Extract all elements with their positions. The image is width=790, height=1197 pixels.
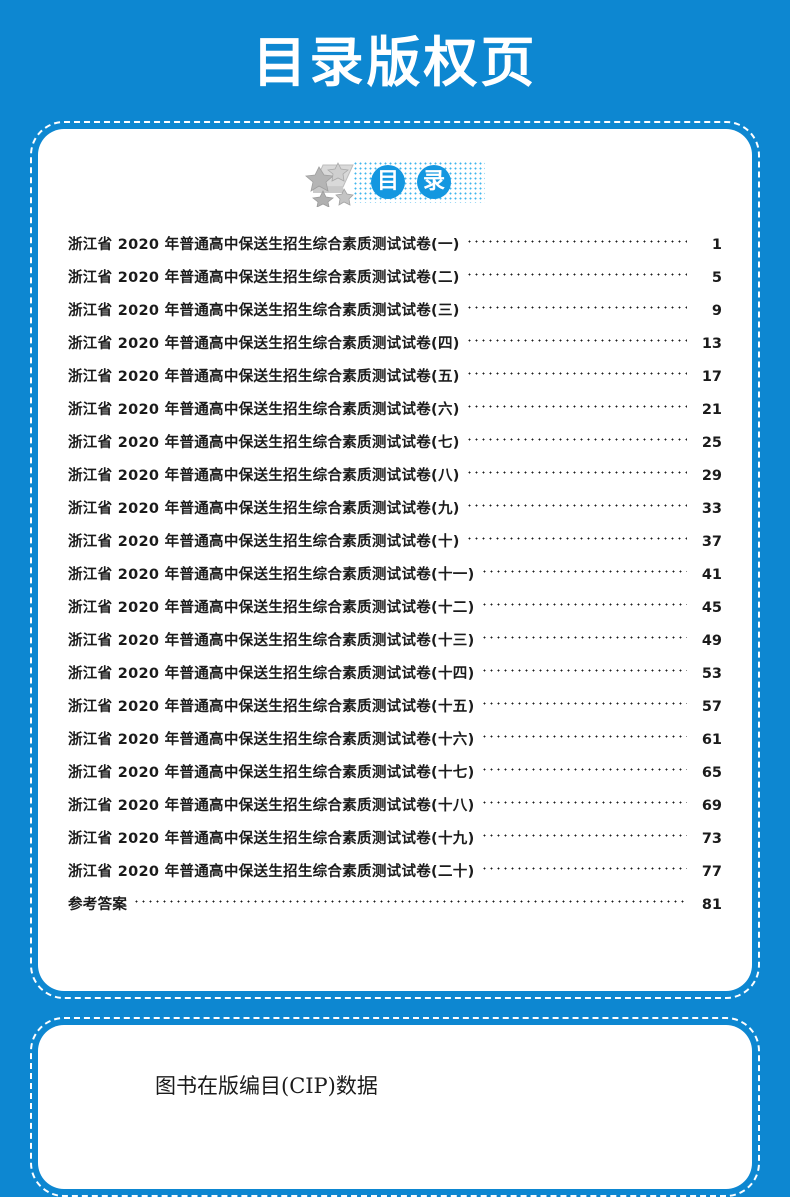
toc-entry[interactable]: 浙江省 2020 年普通高中保送生招生综合素质测试试卷(二) 5 xyxy=(68,265,722,299)
toc-page-number: 73 xyxy=(701,831,722,847)
toc-entry-title: 浙江省 2020 年普通高中保送生招生综合素质测试试卷(一) xyxy=(68,237,460,253)
toc-leader-dots xyxy=(465,298,687,312)
toc-dashed-frame xyxy=(30,121,760,999)
toc-entry-title: 浙江省 2020 年普通高中保送生招生综合素质测试试卷(十三) xyxy=(68,633,475,649)
toc-page-number: 69 xyxy=(701,798,722,814)
toc-entry[interactable]: 浙江省 2020 年普通高中保送生招生综合素质测试试卷(五) 17 xyxy=(68,364,722,398)
toc-entry-title: 浙江省 2020 年普通高中保送生招生综合素质测试试卷(十七) xyxy=(68,765,475,781)
toc-leader-dots xyxy=(480,595,687,609)
toc-page-number: 21 xyxy=(701,402,722,418)
toc-page-number: 53 xyxy=(701,666,722,682)
toc-entry[interactable]: 浙江省 2020 年普通高中保送生招生综合素质测试试卷(二十) 77 xyxy=(68,859,722,893)
toc-leader-dots xyxy=(465,496,687,510)
toc-leader-dots xyxy=(480,562,687,576)
toc-heading-char-mu: 目 xyxy=(371,165,405,199)
toc-entry[interactable]: 浙江省 2020 年普通高中保送生招生综合素质测试试卷(九) 33 xyxy=(68,496,722,530)
toc-entry[interactable]: 浙江省 2020 年普通高中保送生招生综合素质测试试卷(八) 29 xyxy=(68,463,722,497)
toc-entry[interactable]: 浙江省 2020 年普通高中保送生招生综合素质测试试卷(三) 9 xyxy=(68,298,722,332)
toc-entry[interactable]: 浙江省 2020 年普通高中保送生招生综合素质测试试卷(十六) 61 xyxy=(68,727,722,761)
toc-page-number: 61 xyxy=(701,732,722,748)
toc-leader-dots xyxy=(480,793,687,807)
toc-entry[interactable]: 浙江省 2020 年普通高中保送生招生综合素质测试试卷(十) 37 xyxy=(68,529,722,563)
book-stars-icon xyxy=(305,162,354,207)
toc-entry-title: 浙江省 2020 年普通高中保送生招生综合素质测试试卷(九) xyxy=(68,501,460,517)
toc-heading: 目 录 xyxy=(38,157,752,213)
toc-page-number: 45 xyxy=(701,600,722,616)
toc-entry[interactable]: 浙江省 2020 年普通高中保送生招生综合素质测试试卷(十一) 41 xyxy=(68,562,722,596)
toc-entry-title: 浙江省 2020 年普通高中保送生招生综合素质测试试卷(十六) xyxy=(68,732,475,748)
toc-page-number: 29 xyxy=(701,468,722,484)
toc-entry[interactable]: 浙江省 2020 年普通高中保送生招生综合素质测试试卷(十八) 69 xyxy=(68,793,722,827)
toc-card: 目 录 浙江省 2020 年普通高中保送生招生综合素质测试试卷(一) 1 浙江省 2… xyxy=(38,129,752,991)
toc-page-number: 65 xyxy=(701,765,722,781)
toc-page-number: 17 xyxy=(701,369,722,385)
toc-entry[interactable]: 参考答案 81 xyxy=(68,892,722,926)
toc-leader-dots xyxy=(480,727,687,741)
toc-entry-title: 参考答案 xyxy=(68,897,128,913)
toc-entry[interactable]: 浙江省 2020 年普通高中保送生招生综合素质测试试卷(十四) 53 xyxy=(68,661,722,695)
page-title: 目录版权页 xyxy=(252,31,538,94)
toc-leader-dots xyxy=(465,463,687,477)
toc-entry-title: 浙江省 2020 年普通高中保送生招生综合素质测试试卷(十一) xyxy=(68,567,475,583)
toc-entry-title: 浙江省 2020 年普通高中保送生招生综合素质测试试卷(七) xyxy=(68,435,460,451)
toc-leader-dots xyxy=(480,859,687,873)
toc-leader-dots xyxy=(480,760,687,774)
toc-entry-title: 浙江省 2020 年普通高中保送生招生综合素质测试试卷(四) xyxy=(68,336,460,352)
toc-entry-title: 浙江省 2020 年普通高中保送生招生综合素质测试试卷(十五) xyxy=(68,699,475,715)
toc-page-number: 5 xyxy=(711,270,722,286)
toc-heading-char-lu: 录 xyxy=(417,165,451,199)
toc-entry[interactable]: 浙江省 2020 年普通高中保送生招生综合素质测试试卷(十三) 49 xyxy=(68,628,722,662)
toc-leader-dots xyxy=(465,397,687,411)
toc-leader-dots xyxy=(465,232,687,246)
toc-page-number: 77 xyxy=(701,864,722,880)
toc-entry[interactable]: 浙江省 2020 年普通高中保送生招生综合素质测试试卷(一) 1 xyxy=(68,232,722,266)
toc-entry[interactable]: 浙江省 2020 年普通高中保送生招生综合素质测试试卷(十七) 65 xyxy=(68,760,722,794)
toc-entry[interactable]: 浙江省 2020 年普通高中保送生招生综合素质测试试卷(四) 13 xyxy=(68,331,722,365)
toc-page-number: 37 xyxy=(701,534,722,550)
toc-page-number: 13 xyxy=(701,336,722,352)
toc-leader-dots xyxy=(480,628,687,642)
toc-page-number: 49 xyxy=(701,633,722,649)
toc-page-number: 25 xyxy=(701,435,722,451)
toc-page-number: 33 xyxy=(701,501,722,517)
toc-entry-title: 浙江省 2020 年普通高中保送生招生综合素质测试试卷(十四) xyxy=(68,666,475,682)
toc-leader-dots xyxy=(465,529,687,543)
toc-entry[interactable]: 浙江省 2020 年普通高中保送生招生综合素质测试试卷(十二) 45 xyxy=(68,595,722,629)
toc-entry-title: 浙江省 2020 年普通高中保送生招生综合素质测试试卷(三) xyxy=(68,303,460,319)
toc-page-number: 81 xyxy=(701,897,722,913)
cip-data-title: 图书在版编目(CIP)数据 xyxy=(155,1074,378,1098)
toc-leader-dots xyxy=(480,694,687,708)
toc-entry[interactable]: 浙江省 2020 年普通高中保送生招生综合素质测试试卷(十九) 73 xyxy=(68,826,722,860)
toc-page-number: 41 xyxy=(701,567,722,583)
toc-entry-title: 浙江省 2020 年普通高中保送生招生综合素质测试试卷(十二) xyxy=(68,600,475,616)
toc-leader-dots xyxy=(480,826,687,840)
toc-entry-title: 浙江省 2020 年普通高中保送生招生综合素质测试试卷(十八) xyxy=(68,798,475,814)
toc-leader-dots xyxy=(465,265,687,279)
toc-entry[interactable]: 浙江省 2020 年普通高中保送生招生综合素质测试试卷(十五) 57 xyxy=(68,694,722,728)
toc-page-number: 1 xyxy=(711,237,722,253)
toc-page-number: 57 xyxy=(701,699,722,715)
toc-entry-title: 浙江省 2020 年普通高中保送生招生综合素质测试试卷(二十) xyxy=(68,864,475,880)
toc-entry-title: 浙江省 2020 年普通高中保送生招生综合素质测试试卷(六) xyxy=(68,402,460,418)
toc-leader-dots xyxy=(480,661,687,675)
copyright-card: 图书在版编目(CIP)数据 xyxy=(38,1025,752,1189)
toc-leader-dots xyxy=(465,331,687,345)
toc-page-number: 9 xyxy=(711,303,722,319)
toc-entry-title: 浙江省 2020 年普通高中保送生招生综合素质测试试卷(十九) xyxy=(68,831,475,847)
toc-entry[interactable]: 浙江省 2020 年普通高中保送生招生综合素质测试试卷(七) 25 xyxy=(68,430,722,464)
toc-entry-title: 浙江省 2020 年普通高中保送生招生综合素质测试试卷(二) xyxy=(68,270,460,286)
toc-entry-title: 浙江省 2020 年普通高中保送生招生综合素质测试试卷(八) xyxy=(68,468,460,484)
toc-leader-dots xyxy=(465,364,687,378)
toc-entry[interactable]: 浙江省 2020 年普通高中保送生招生综合素质测试试卷(六) 21 xyxy=(68,397,722,431)
toc-leader-dots xyxy=(133,892,687,906)
toc-leader-dots xyxy=(465,430,687,444)
toc-entry-list: 浙江省 2020 年普通高中保送生招生综合素质测试试卷(一) 1 浙江省 2020 … xyxy=(68,232,722,926)
toc-entry-title: 浙江省 2020 年普通高中保送生招生综合素质测试试卷(五) xyxy=(68,369,460,385)
toc-entry-title: 浙江省 2020 年普通高中保送生招生综合素质测试试卷(十) xyxy=(68,534,460,550)
